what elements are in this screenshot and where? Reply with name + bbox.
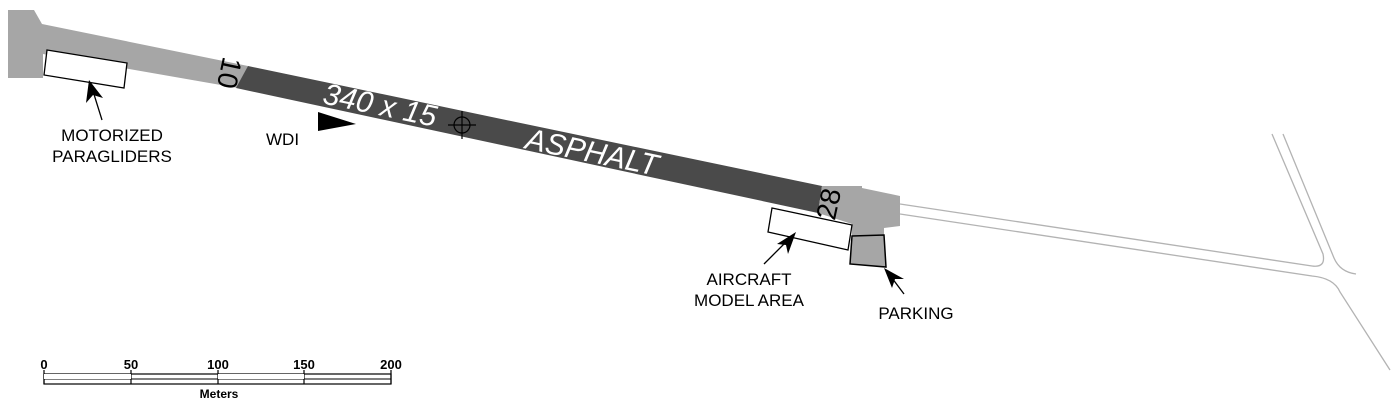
runway-designator-28: 28 bbox=[810, 186, 847, 223]
model-area-label-line1: AIRCRAFT bbox=[707, 270, 792, 289]
motorized-arrow-icon bbox=[86, 80, 103, 121]
wind-direction-indicator-icon bbox=[318, 112, 356, 131]
scale-bar bbox=[43, 370, 392, 385]
scale-tick-100: 100 bbox=[207, 357, 229, 372]
motorized-label-line1: MOTORIZED bbox=[61, 126, 163, 145]
scale-tick-50: 50 bbox=[124, 357, 138, 372]
east-apron bbox=[818, 186, 900, 236]
runway-10-28 bbox=[236, 66, 822, 213]
runway-surface: ASPHALT bbox=[521, 122, 664, 183]
model-area-arrow-icon bbox=[763, 232, 796, 265]
scale-tick-150: 150 bbox=[293, 357, 315, 372]
model-area-label-line2: MODEL AREA bbox=[694, 291, 805, 310]
runway-designator-10: 10 bbox=[211, 55, 248, 92]
reference-point-icon bbox=[448, 111, 476, 139]
parking-label: PARKING bbox=[878, 304, 953, 323]
scale-tick-200: 200 bbox=[380, 357, 402, 372]
parking-area bbox=[849, 234, 887, 268]
motorized-paragliders-area bbox=[43, 49, 128, 89]
west-apron bbox=[8, 10, 248, 88]
access-road bbox=[899, 133, 1391, 371]
scale-tick-0: 0 bbox=[40, 357, 47, 372]
scale-unit-label: Meters bbox=[200, 387, 239, 401]
aircraft-model-area bbox=[767, 207, 853, 251]
motorized-label-line2: PARAGLIDERS bbox=[52, 147, 172, 166]
parking-arrow-icon bbox=[884, 268, 905, 295]
wdi-label: WDI bbox=[266, 130, 299, 149]
